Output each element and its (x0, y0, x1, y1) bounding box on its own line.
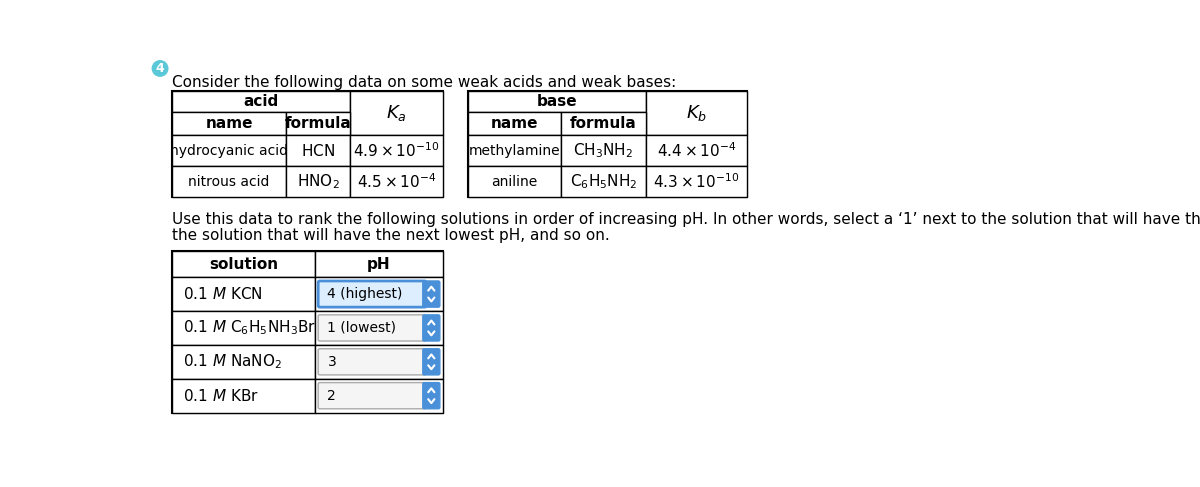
Text: $K_b$: $K_b$ (685, 103, 707, 123)
Text: $\mathrm{C_6H_5NH_2}$: $\mathrm{C_6H_5NH_2}$ (570, 172, 637, 191)
Text: $\mathrm{CH_3NH_2}$: $\mathrm{CH_3NH_2}$ (574, 142, 634, 160)
FancyBboxPatch shape (318, 383, 426, 409)
Text: $\mathrm{HCN}$: $\mathrm{HCN}$ (301, 143, 335, 159)
Bar (172, 311, 316, 345)
Bar (350, 135, 443, 166)
Text: methylamine: methylamine (468, 144, 560, 158)
Bar (172, 251, 316, 277)
Bar (350, 91, 443, 135)
Bar (287, 112, 350, 135)
Bar (172, 135, 287, 166)
Bar (287, 135, 350, 166)
Bar (172, 345, 316, 379)
Text: Consider the following data on some weak acids and weak bases:: Consider the following data on some weak… (172, 75, 676, 91)
FancyBboxPatch shape (422, 281, 440, 307)
FancyBboxPatch shape (318, 281, 426, 307)
Bar (316, 345, 443, 379)
Text: $4.9 \times 10^{-10}$: $4.9 \times 10^{-10}$ (353, 142, 439, 160)
Bar (468, 91, 746, 197)
Text: acid: acid (244, 94, 278, 109)
Text: solution: solution (209, 257, 278, 272)
Text: 4 (highest): 4 (highest) (328, 287, 403, 301)
Bar (287, 166, 350, 197)
FancyBboxPatch shape (318, 315, 426, 341)
Bar (172, 112, 287, 135)
Bar (468, 166, 560, 197)
Text: $4.3 \times 10^{-10}$: $4.3 \times 10^{-10}$ (653, 172, 739, 191)
Text: hydrocyanic acid: hydrocyanic acid (170, 144, 288, 158)
Text: name: name (205, 116, 253, 131)
Text: Use this data to rank the following solutions in order of increasing pH. In othe: Use this data to rank the following solu… (172, 212, 1200, 227)
Bar (560, 166, 646, 197)
Text: pH: pH (367, 257, 391, 272)
Bar (468, 112, 560, 135)
Bar (646, 166, 746, 197)
FancyBboxPatch shape (422, 383, 440, 409)
Text: 2: 2 (328, 389, 336, 403)
Text: 4: 4 (156, 62, 164, 75)
Bar (468, 135, 560, 166)
Text: base: base (536, 94, 577, 109)
Text: 0.1 $M$ KBr: 0.1 $M$ KBr (182, 388, 258, 404)
Text: formula: formula (284, 116, 352, 131)
Bar (172, 251, 443, 412)
FancyBboxPatch shape (422, 315, 440, 341)
Bar (646, 135, 746, 166)
Bar (172, 166, 287, 197)
Bar (316, 311, 443, 345)
Text: 0.1 $M$ $\mathrm{C_6H_5NH_3Br}$: 0.1 $M$ $\mathrm{C_6H_5NH_3Br}$ (182, 318, 316, 337)
Bar (316, 251, 443, 277)
Bar (646, 91, 746, 135)
Text: 0.1 $M$ $\mathrm{NaNO_2}$: 0.1 $M$ $\mathrm{NaNO_2}$ (182, 353, 282, 371)
Bar (468, 91, 646, 112)
Bar (560, 112, 646, 135)
Bar (350, 166, 443, 197)
Text: formula: formula (570, 116, 637, 131)
Bar (560, 135, 646, 166)
Bar (172, 91, 443, 197)
Text: 0.1 $M$ KCN: 0.1 $M$ KCN (182, 286, 262, 302)
Bar (172, 91, 350, 112)
Bar (172, 277, 316, 311)
FancyBboxPatch shape (318, 349, 426, 375)
Text: $K_a$: $K_a$ (386, 103, 407, 123)
Bar (172, 379, 316, 412)
Text: aniline: aniline (491, 175, 538, 188)
Text: name: name (491, 116, 538, 131)
Circle shape (152, 61, 168, 76)
Text: 1 (lowest): 1 (lowest) (328, 321, 396, 335)
Bar (316, 379, 443, 412)
Text: nitrous acid: nitrous acid (188, 175, 270, 188)
FancyBboxPatch shape (422, 349, 440, 375)
Text: $4.5 \times 10^{-4}$: $4.5 \times 10^{-4}$ (356, 172, 437, 191)
Text: 3: 3 (328, 355, 336, 369)
Bar (316, 277, 443, 311)
Text: the solution that will have the next lowest pH, and so on.: the solution that will have the next low… (172, 228, 610, 243)
Text: $4.4 \times 10^{-4}$: $4.4 \times 10^{-4}$ (656, 142, 736, 160)
Text: $\mathrm{HNO_2}$: $\mathrm{HNO_2}$ (296, 172, 340, 191)
